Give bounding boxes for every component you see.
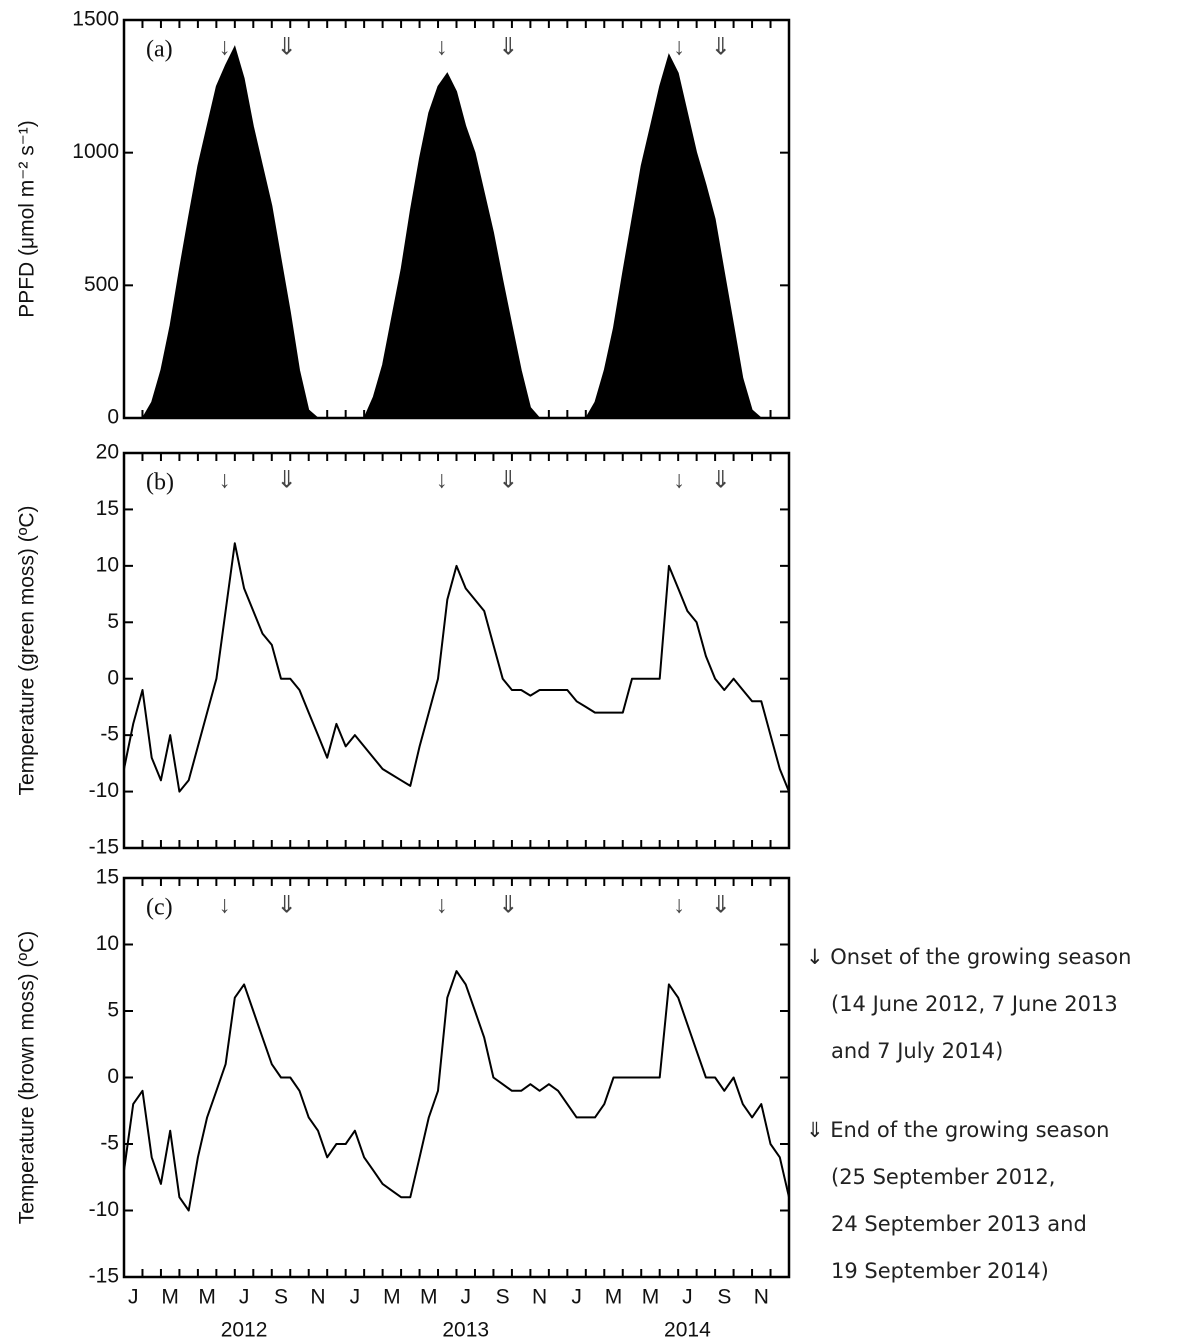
plot-frame	[122, 876, 791, 1279]
x-tick-label: J	[571, 1286, 582, 1309]
x-tick-label: J	[128, 1286, 139, 1309]
y-tick-label: 0	[107, 1065, 119, 1088]
y-tick-label: 10	[96, 553, 119, 576]
temperature-line	[123, 970, 790, 1212]
x-tick-label: M	[642, 1286, 660, 1309]
x-tick-label: M	[198, 1286, 216, 1309]
year-label: 2012	[221, 1319, 268, 1342]
panel-label: (c)	[146, 895, 173, 921]
x-tick-label: J	[239, 1286, 250, 1309]
side-note: (14 June 2012, 7 June 2013	[831, 992, 1118, 1016]
season-arrow: ↓	[436, 33, 448, 60]
x-tick-label: S	[274, 1286, 288, 1309]
season-arrow: ⇓	[277, 33, 297, 60]
y-tick-label: -15	[89, 1265, 119, 1288]
y-tick-label: 20	[96, 441, 119, 464]
season-arrow: ↓	[436, 891, 448, 918]
y-axis-title: Temperature (brown moss) (ºC)	[16, 931, 39, 1225]
season-arrow: ↓	[219, 466, 231, 493]
y-axis-title: Temperature (green moss) (ºC)	[16, 505, 39, 795]
x-tick-label: M	[605, 1286, 623, 1309]
panel-label: (a)	[146, 37, 173, 63]
y-tick-label: -10	[89, 1198, 119, 1221]
y-tick-label: 0	[107, 406, 119, 429]
side-note: 19 September 2014)	[831, 1259, 1049, 1283]
y-tick-label: 0	[107, 666, 119, 689]
y-tick-label: 5	[107, 610, 119, 633]
x-tick-label: J	[350, 1286, 361, 1309]
season-arrow: ⇓	[711, 466, 731, 493]
x-tick-label: J	[682, 1286, 693, 1309]
side-note: ↓ Onset of the growing season	[806, 945, 1131, 969]
side-note: (25 September 2012,	[831, 1165, 1055, 1189]
y-tick-label: -5	[100, 1132, 119, 1155]
season-arrow: ⇓	[711, 33, 731, 60]
side-note: ⇓ End of the growing season	[806, 1118, 1109, 1142]
side-note: and 7 July 2014)	[831, 1039, 1003, 1063]
season-arrow: ⇓	[711, 891, 731, 918]
year-label: 2014	[664, 1319, 711, 1342]
season-arrow: ↓	[673, 466, 685, 493]
plot-frame	[122, 451, 791, 850]
temperature-line	[123, 542, 790, 793]
season-arrow: ⇓	[498, 466, 518, 493]
x-tick-label: S	[717, 1286, 731, 1309]
season-arrow: ↓	[673, 33, 685, 60]
x-tick-label: N	[754, 1286, 769, 1309]
season-arrow: ⇓	[498, 33, 518, 60]
y-tick-label: -5	[100, 723, 119, 746]
x-tick-label: M	[420, 1286, 438, 1309]
y-tick-label: 1000	[72, 140, 119, 163]
y-axis-title: PPFD (μmol m⁻² s⁻¹)	[16, 120, 39, 318]
y-tick-label: 1500	[72, 8, 119, 31]
y-tick-label: 15	[96, 866, 119, 889]
y-tick-label: -15	[89, 836, 119, 859]
season-arrow: ↓	[219, 33, 231, 60]
season-arrow: ↓	[219, 891, 231, 918]
ppfd-area	[124, 45, 789, 419]
y-tick-label: 5	[107, 999, 119, 1022]
panel-label: (b)	[146, 470, 174, 496]
season-arrow: ↓	[673, 891, 685, 918]
y-tick-label: 500	[84, 273, 119, 296]
x-tick-label: N	[532, 1286, 547, 1309]
y-tick-label: -10	[89, 779, 119, 802]
season-arrow: ↓	[436, 466, 448, 493]
season-arrow: ⇓	[498, 891, 518, 918]
x-tick-label: N	[310, 1286, 325, 1309]
x-tick-label: M	[161, 1286, 179, 1309]
season-arrow: ⇓	[277, 466, 297, 493]
season-arrow: ⇓	[277, 891, 297, 918]
x-tick-label: S	[496, 1286, 510, 1309]
x-tick-label: M	[383, 1286, 401, 1309]
y-tick-label: 15	[96, 497, 119, 520]
x-tick-label: J	[460, 1286, 471, 1309]
y-tick-label: 10	[96, 932, 119, 955]
side-note: 24 September 2013 and	[831, 1212, 1087, 1236]
year-label: 2013	[442, 1319, 489, 1342]
